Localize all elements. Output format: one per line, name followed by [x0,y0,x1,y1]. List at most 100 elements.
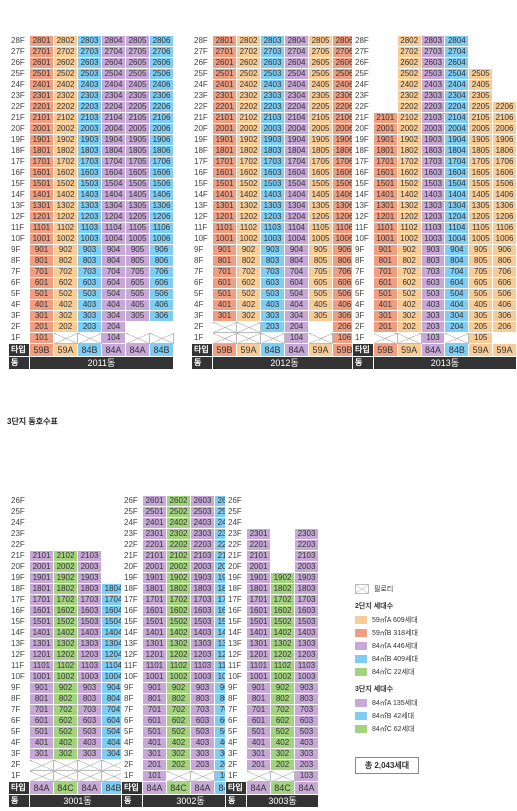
unit-cell: 2104 [101,112,126,124]
piloti-cell [236,332,261,344]
unit-cell: 1502 [270,616,295,628]
unit-cell: 901 [372,244,398,256]
unit-cell: 1506 [492,178,517,190]
unit-cell: 104 [101,332,126,344]
unit-cell: 1703 [190,594,215,606]
unit-cell: 806 [149,255,174,267]
floor-label: 27F [352,46,374,58]
unit-cell: 1705 [468,156,494,168]
unit-cell: 1001 [29,671,54,683]
floor-label: 12F [8,211,30,223]
floor-row: 15F 1501 1502 1503 [225,616,319,628]
unit-cell: 505 [468,288,494,300]
floor-row: 16F 1601 1602 1603 1604 1605 1606 [352,167,517,179]
unit-cell: 302 [166,748,191,760]
unit-cell: 1301 [29,200,54,212]
unit-cell: 1505 [125,178,150,190]
unit-cell: 1103 [294,660,319,672]
floor-label: 10F [121,671,143,683]
unit-cell: 601 [212,277,237,289]
unit-cell: 303 [260,310,285,322]
floor-label: 25F [121,506,143,518]
unit-cell: 2704 [444,46,470,58]
empty-cell [492,57,517,69]
unit-cell: 1805 [308,145,333,157]
floor-label: 25F [225,506,247,518]
floor-label: 11F [225,660,247,672]
floor-label: 1F [8,332,30,344]
unit-cell: 2404 [444,79,470,91]
unit-cell: 501 [372,288,398,300]
empty-cell [492,79,517,91]
unit-cell: 1302 [236,200,261,212]
legend-group3-title: 3단지 세대수 [355,686,394,693]
floor-row: 28F 2802 2803 2804 [352,35,517,47]
unit-cell: 303 [77,310,102,322]
unit-cell: 2602 [53,57,78,69]
unit-cell: 401 [29,737,54,749]
unit-cell: 2001 [212,123,237,135]
unit-cell: 703 [294,704,319,716]
unit-cell: 304 [101,310,126,322]
floor-label: 5F [121,726,143,738]
unit-cell: 2204 [101,101,126,113]
unit-cell: 1903 [77,572,102,584]
piloti-cell [372,332,398,344]
floor-row: 21F 2101 2102 2103 2104 2105 2106 [191,112,357,124]
floor-row: 5F 501 502 503 504 505 506 [191,288,357,300]
unit-cell: 2301 [246,528,271,540]
floor-label: 6F [8,277,30,289]
unit-cell: 2005 [468,123,494,135]
floor-row: 9F 901 902 903 904 905 906 [191,244,357,256]
piloti-cell [260,332,285,344]
unit-cell: 2603 [77,57,102,69]
floor-row: 25F 2501 2502 2503 2504 2505 2506 [8,68,174,80]
unit-cell: 2103 [190,550,215,562]
unit-cell: 2101 [142,550,167,562]
floor-label: 3F [8,748,30,760]
unit-cell: 504 [444,288,470,300]
floor-row: 16F 1601 1602 1603 1604 1605 1606 [8,167,174,179]
floor-label: 3F [121,748,143,760]
unit-cell: 2502 [166,506,191,518]
unit-cell: 2003 [294,561,319,573]
unit-cell: 2803 [260,35,285,47]
floor-label: 11F [8,660,30,672]
unit-cell: 1903 [77,134,102,146]
unit-cell: 2801 [29,35,54,47]
floor-label: 1F [191,332,213,344]
empty-cell [29,495,54,507]
floor-row: 26F [225,495,319,507]
unit-cell: 1702 [166,594,191,606]
unit-cell: 501 [29,288,54,300]
unit-cell: 2205 [308,101,333,113]
type-cell: 84A [29,781,54,795]
unit-cell: 901 [246,682,271,694]
floor-row: 21F 2101 2103 [225,550,319,562]
floor-label: 2F [8,759,30,771]
floor-label: 27F [8,46,30,58]
unit-cell: 2001 [142,561,167,573]
unit-cell: 2202 [396,101,422,113]
unit-cell: 2802 [236,35,261,47]
unit-cell: 1604 [444,167,470,179]
floor-label: 1F [8,770,30,782]
unit-cell: 1203 [77,211,102,223]
unit-cell: 2102 [53,550,78,562]
floor-row: 28F 2801 2802 2803 2804 2805 2806 [191,35,357,47]
type-cell: 84C [53,781,78,795]
floor-label: 20F [352,123,374,135]
unit-cell: 1102 [53,222,78,234]
unit-cell: 1703 [294,594,319,606]
unit-cell: 203 [77,321,102,333]
floor-row: 4F 401 402 403 404 405 406 [352,299,517,311]
unit-cell: 1905 [308,134,333,146]
unit-cell: 1703 [77,156,102,168]
unit-cell: 1801 [29,583,54,595]
floor-label: 6F [191,277,213,289]
floor-row: 23F 2301 2302 2303 2304 2305 2306 [8,90,174,102]
